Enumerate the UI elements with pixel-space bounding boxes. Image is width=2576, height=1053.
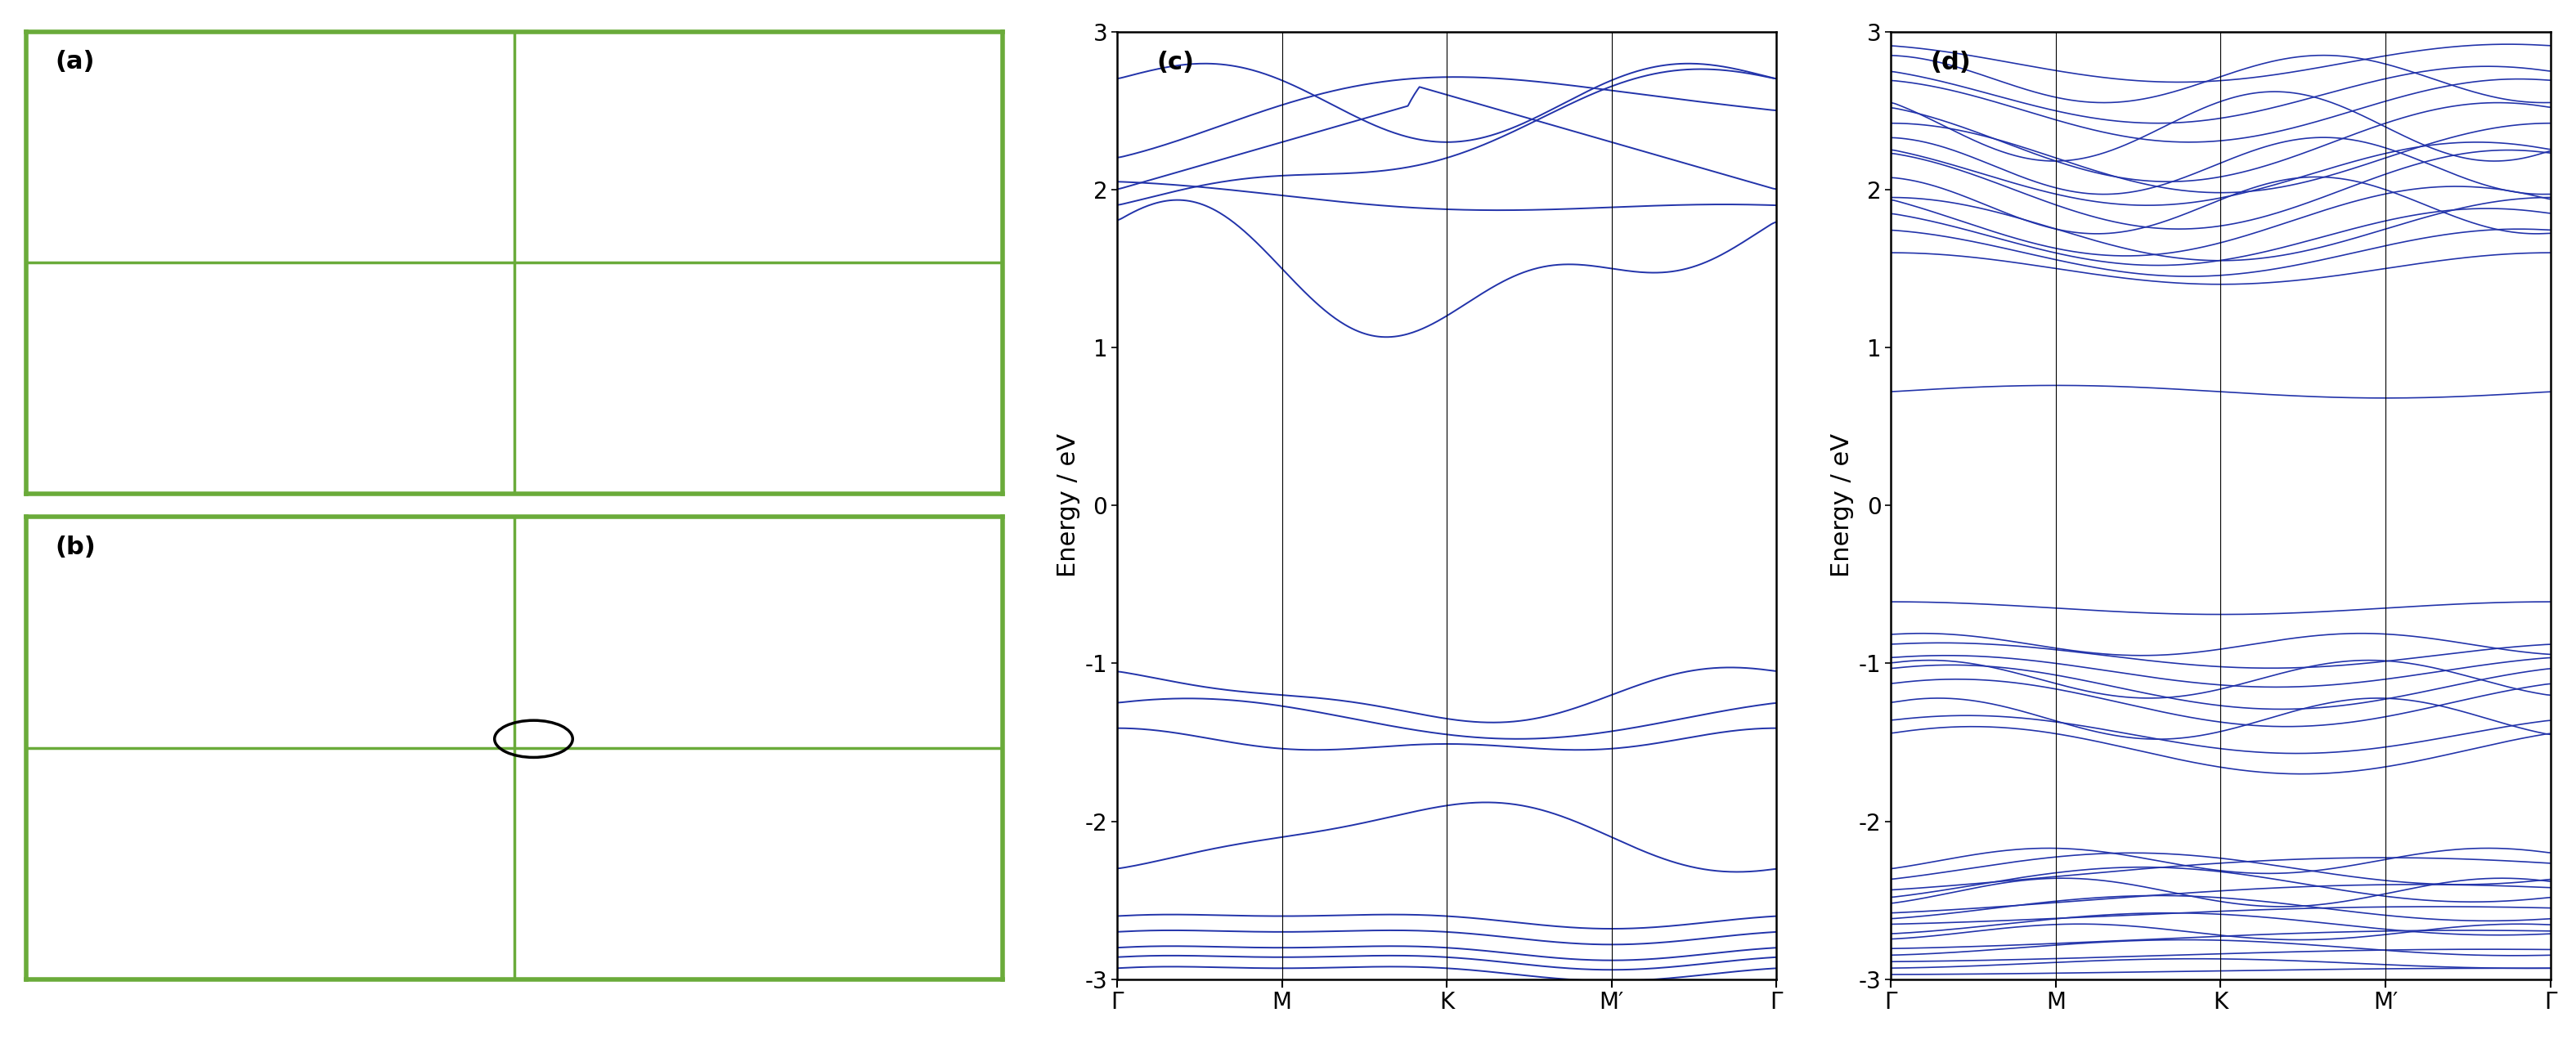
Text: (c): (c) [1157,51,1195,75]
Text: (b): (b) [54,536,95,559]
Y-axis label: Energy / eV: Energy / eV [1056,434,1079,577]
Text: (a): (a) [54,51,95,74]
Text: (d): (d) [1929,51,1971,75]
Y-axis label: Energy / eV: Energy / eV [1832,434,1855,577]
